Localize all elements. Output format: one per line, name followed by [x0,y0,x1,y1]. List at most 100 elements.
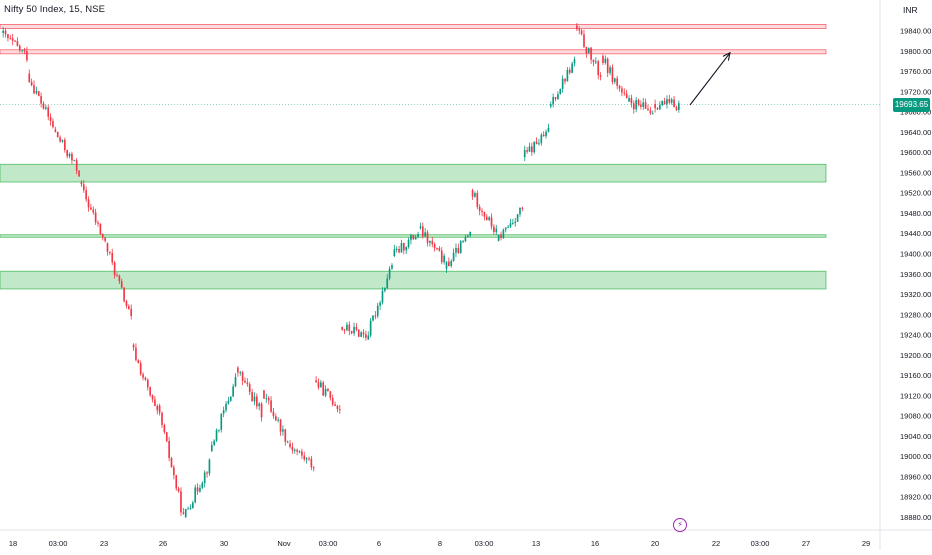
candle-body [443,255,445,263]
lightning-icon[interactable]: ⚡ [673,518,687,532]
candle-body [293,449,296,451]
candle-body [424,232,426,237]
candle-body [414,236,417,240]
candle-body [253,396,256,402]
candle-body [521,207,524,209]
y-tick-label: 19200.00 [900,351,931,360]
demand-zone-4[interactable] [0,270,827,290]
candle-body [116,275,118,277]
supply-zone-0[interactable] [0,24,827,29]
candle-body [229,396,232,401]
candle-body [192,502,194,509]
candle-body [514,221,517,224]
candle-body [267,398,270,401]
candle-body [220,413,223,430]
candle-body [270,400,272,412]
candle-body [222,410,225,414]
candle-body [104,237,106,241]
candle-body [372,315,374,321]
candle-body [92,209,95,213]
candle-body [602,55,604,63]
candle-body [516,214,519,222]
x-tick-label: 23 [100,539,108,548]
candle-body [668,99,671,103]
candle-body [308,458,310,460]
y-tick-label: 19800.00 [900,47,931,56]
candle-body [557,94,559,99]
candle-body [590,47,592,60]
candle-body [40,96,42,104]
candle-body [305,458,308,460]
candle-body [670,99,673,103]
candle-body [677,103,680,110]
candle-body [154,399,156,406]
x-tick-label: 03:00 [475,539,494,548]
candle-body [161,412,163,425]
candle-body [329,391,332,399]
candle-body [630,98,633,104]
candle-body [640,104,642,107]
y-tick-label: 19320.00 [900,290,931,299]
candle-body [248,384,251,393]
candle-body [497,234,500,241]
candle-body [609,67,611,73]
candle-body [47,107,50,117]
candle-body [659,105,661,110]
candle-body [298,451,301,453]
candle-body [348,324,351,331]
arrow-head [722,51,731,61]
candle-body [334,404,336,407]
candle-body [310,458,313,468]
candle-body [436,248,438,250]
x-tick-label: 18 [9,539,17,548]
candle-body [367,335,370,340]
candle-body [623,92,626,94]
candle-body [260,403,263,418]
candle-body [649,110,652,114]
candle-body [42,103,45,109]
candle-body [274,416,277,421]
candle-body [26,50,28,61]
candle-body [360,332,362,337]
candle-body [199,487,201,492]
candle-body [16,41,19,46]
arrow-line[interactable] [689,52,731,106]
candle-body [481,210,483,213]
candle-body [317,382,320,388]
candle-body [227,400,230,404]
candle-body [68,153,71,157]
candle-body [526,150,528,152]
candle-body [395,249,398,251]
y-tick-label: 19120.00 [900,391,931,400]
y-tick-label: 19440.00 [900,229,931,238]
candle-body [127,306,130,309]
candle-body [531,146,533,153]
candle-body [331,398,334,405]
candle-body [146,379,149,388]
candle-body [137,360,140,364]
candle-body [459,241,462,254]
supply-zone-1[interactable] [0,49,827,55]
candle-body [277,419,280,421]
candle-body [438,248,441,251]
y-tick-label: 18880.00 [900,513,931,522]
candle-body [673,99,675,108]
x-tick-label: 26 [159,539,167,548]
candle-body [315,380,317,383]
candle-body [187,508,189,510]
y-tick-label: 19160.00 [900,371,931,380]
y-tick-label: 19080.00 [900,412,931,421]
candle-body [464,237,467,242]
candle-body [450,260,453,267]
candle-body [471,190,474,197]
demand-zone-2[interactable] [0,163,827,183]
candle-body [82,184,85,191]
candle-body [144,377,147,380]
candle-body [196,487,199,492]
candle-body [540,134,543,144]
candle-body [402,243,405,251]
candle-body [592,59,595,63]
candle-body [384,288,386,291]
